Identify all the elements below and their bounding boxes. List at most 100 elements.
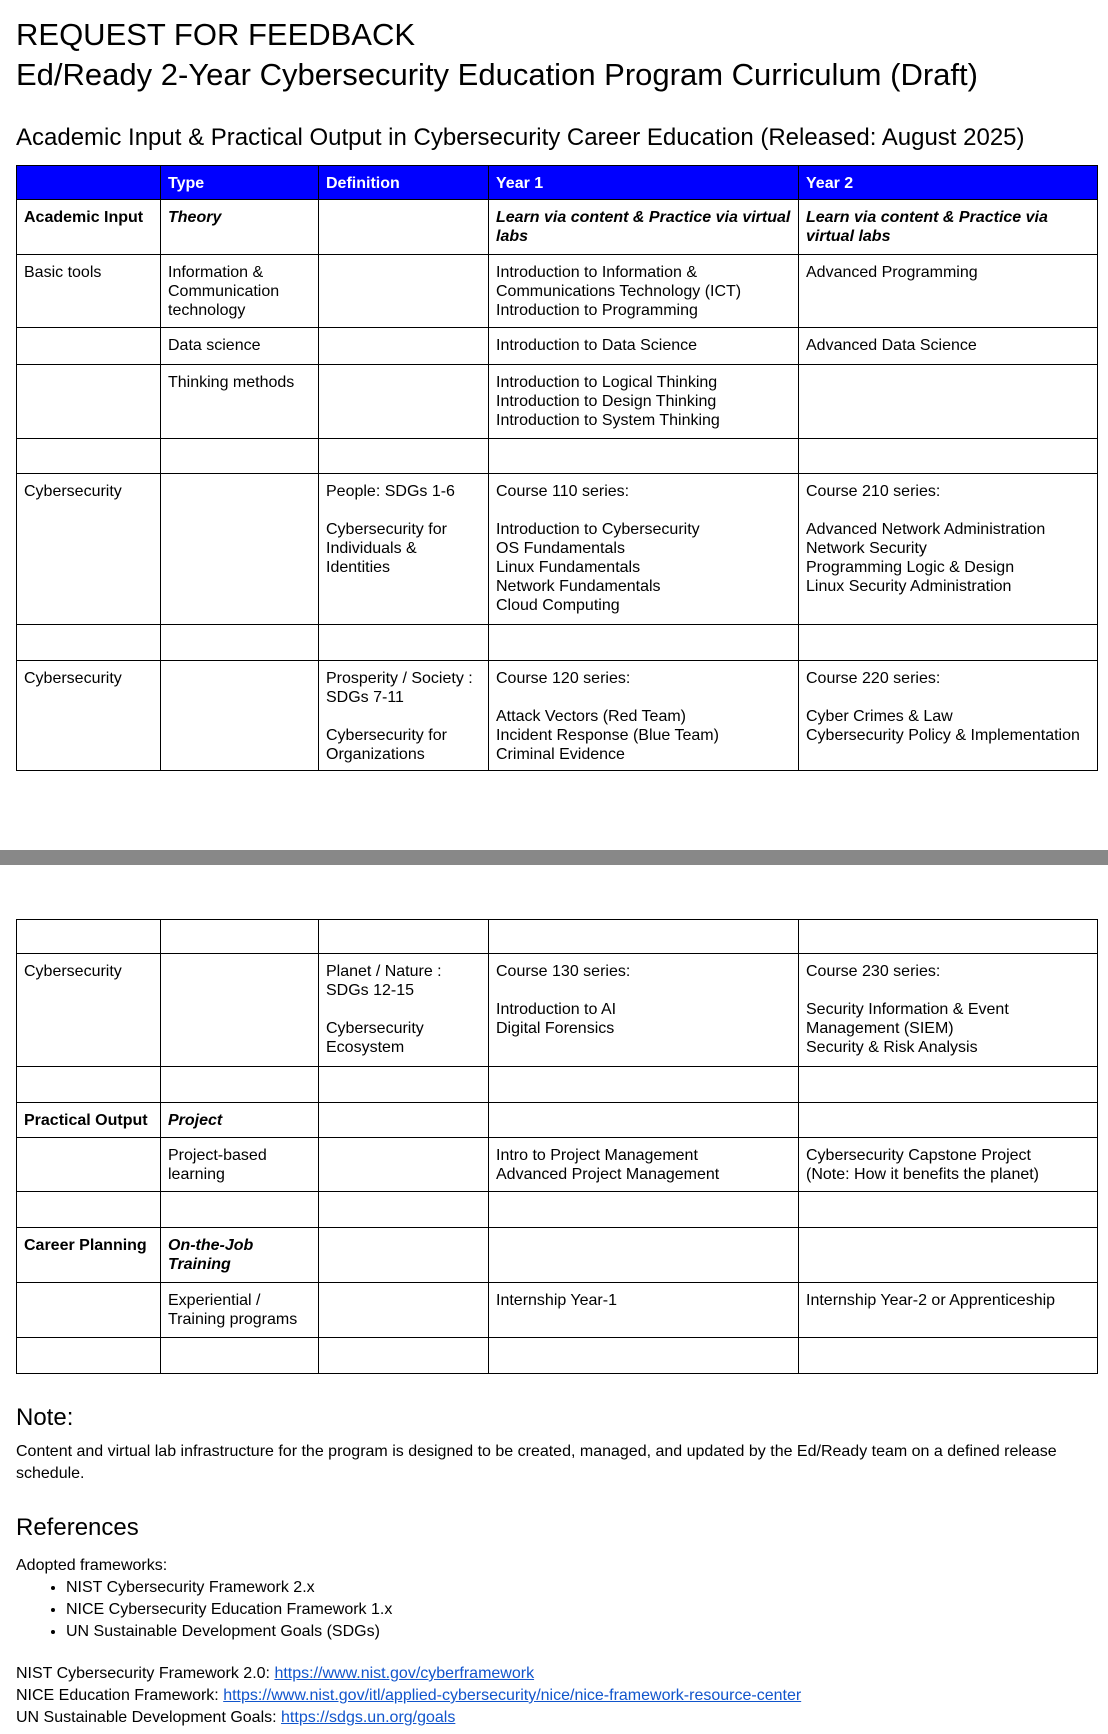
reference-label: NIST Cybersecurity Framework 2.0: [16, 1665, 275, 1682]
page-break-divider [0, 850, 1108, 865]
table-row: Academic Input Theory Learn via content & … [16, 199, 1098, 255]
nist-link[interactable]: https://www.nist.gov/cyberframework [274, 1665, 535, 1682]
table-cell [16, 438, 161, 474]
table-cell: Learn via content & Practice via virtual… [798, 199, 1098, 255]
nice-link[interactable]: https://www.nist.gov/itl/applied-cyberse… [223, 1687, 802, 1704]
table-cell: Thinking methods [160, 364, 319, 439]
column-header: Year 1 [488, 165, 799, 200]
curriculum-table-part2: Cybersecurity Planet / Nature : SDGs 12-1… [16, 919, 1098, 1374]
table-cell [798, 438, 1098, 474]
table-cell [488, 624, 799, 661]
table-cell [488, 1102, 799, 1138]
table-cell: Introduction to Logical Thinking Introdu… [488, 364, 799, 439]
table-cell [16, 624, 161, 661]
table-cell [160, 624, 319, 661]
table-cell [318, 1227, 489, 1283]
table-cell [16, 1137, 161, 1192]
table-cell: Cybersecurity [16, 660, 161, 771]
frameworks-list: NIST Cybersecurity Framework 2.x NICE Cy… [16, 1577, 392, 1643]
table-title: Academic Input & Practical Output in Cyb… [16, 124, 1025, 151]
table-cell [318, 1137, 489, 1192]
table-cell [798, 1066, 1098, 1103]
table-cell [318, 1337, 489, 1374]
document-title: Ed/Ready 2-Year Cybersecurity Education … [16, 57, 978, 92]
references-heading: References [16, 1514, 139, 1541]
table-cell [160, 473, 319, 625]
reference-sdgs: UN Sustainable Development Goals: https:… [16, 1707, 1096, 1729]
references-intro: Adopted frameworks: [16, 1557, 168, 1574]
table-cell: Course 130 series: Introduction to AI Di… [488, 953, 799, 1067]
table-cell: Course 110 series: Introduction to Cyber… [488, 473, 799, 625]
table-cell [16, 364, 161, 439]
table-cell [488, 919, 799, 954]
page-title: REQUEST FOR FEEDBACK [16, 17, 416, 52]
table-row [16, 624, 1098, 661]
table-cell [798, 1337, 1098, 1374]
column-header: Definition [318, 165, 489, 200]
table-row: Data science Introduction to Data Science… [16, 327, 1098, 365]
table-cell [160, 953, 319, 1067]
table-row: Basic tools Information & Communication t… [16, 254, 1098, 328]
table-cell [488, 1191, 799, 1228]
table-cell [16, 919, 161, 954]
table-cell: Project-based learning [160, 1137, 319, 1192]
table-cell [488, 438, 799, 474]
list-item: NICE Cybersecurity Education Framework 1… [66, 1599, 392, 1621]
table-row: Thinking methods Introduction to Logical … [16, 364, 1098, 439]
table-row: Project-based learning Intro to Project M… [16, 1137, 1098, 1192]
table-row: Practical Output Project [16, 1102, 1098, 1138]
column-header: Type [160, 165, 319, 200]
table-cell: Cybersecurity Capstone Project (Note: Ho… [798, 1137, 1098, 1192]
table-cell [798, 1227, 1098, 1283]
list-item: UN Sustainable Development Goals (SDGs) [66, 1621, 392, 1643]
column-header [16, 165, 161, 200]
table-cell: Prosperity / Society : SDGs 7-11 Cyberse… [318, 660, 489, 771]
table-cell [318, 254, 489, 328]
list-item: NIST Cybersecurity Framework 2.x [66, 1577, 392, 1599]
table-cell [488, 1066, 799, 1103]
table-cell: Course 210 series: Advanced Network Admi… [798, 473, 1098, 625]
table-cell [160, 438, 319, 474]
table-cell [16, 1282, 161, 1338]
table-row: Career Planning On-the-Job Training [16, 1227, 1098, 1283]
table-cell: Data science [160, 327, 319, 365]
table-row [16, 438, 1098, 474]
table-cell: Practical Output [16, 1102, 161, 1138]
table-cell [318, 1282, 489, 1338]
table-cell: Advanced Programming [798, 254, 1098, 328]
table-cell [318, 1066, 489, 1103]
table-cell [318, 327, 489, 365]
table-cell: Learn via content & Practice via virtual… [488, 199, 799, 255]
table-cell: Cybersecurity [16, 473, 161, 625]
table-cell [318, 1102, 489, 1138]
table-cell [488, 1337, 799, 1374]
table-cell: Information & Communication technology [160, 254, 319, 328]
table-cell [798, 624, 1098, 661]
table-cell [318, 624, 489, 661]
table-cell: Internship Year-2 or Apprenticeship [798, 1282, 1098, 1338]
reference-nice: NICE Education Framework: https://www.ni… [16, 1685, 1096, 1707]
table-cell: Intro to Project Management Advanced Pro… [488, 1137, 799, 1192]
sdgs-link[interactable]: https://sdgs.un.org/goals [281, 1709, 456, 1726]
table-row: Cybersecurity People: SDGs 1-6 Cybersecur… [16, 473, 1098, 625]
table-cell [798, 1191, 1098, 1228]
table-cell [318, 1191, 489, 1228]
table-cell [160, 1066, 319, 1103]
table-cell [318, 919, 489, 954]
reference-label: UN Sustainable Development Goals: [16, 1709, 282, 1726]
table-cell [160, 660, 319, 771]
table-cell: Advanced Data Science [798, 327, 1098, 365]
table-cell [16, 327, 161, 365]
table-cell: Project [160, 1102, 319, 1138]
table-cell: Experiential / Training programs [160, 1282, 319, 1338]
table-cell: Introduction to Data Science [488, 327, 799, 365]
table-cell [318, 199, 489, 255]
table-cell: Career Planning [16, 1227, 161, 1283]
table-cell [488, 1227, 799, 1283]
table-cell: Cybersecurity [16, 953, 161, 1067]
table-row: Cybersecurity Planet / Nature : SDGs 12-1… [16, 953, 1098, 1067]
table-cell [16, 1191, 161, 1228]
table-row: Experiential / Training programs Internsh… [16, 1282, 1098, 1338]
table-cell [798, 919, 1098, 954]
table-cell [160, 1337, 319, 1374]
